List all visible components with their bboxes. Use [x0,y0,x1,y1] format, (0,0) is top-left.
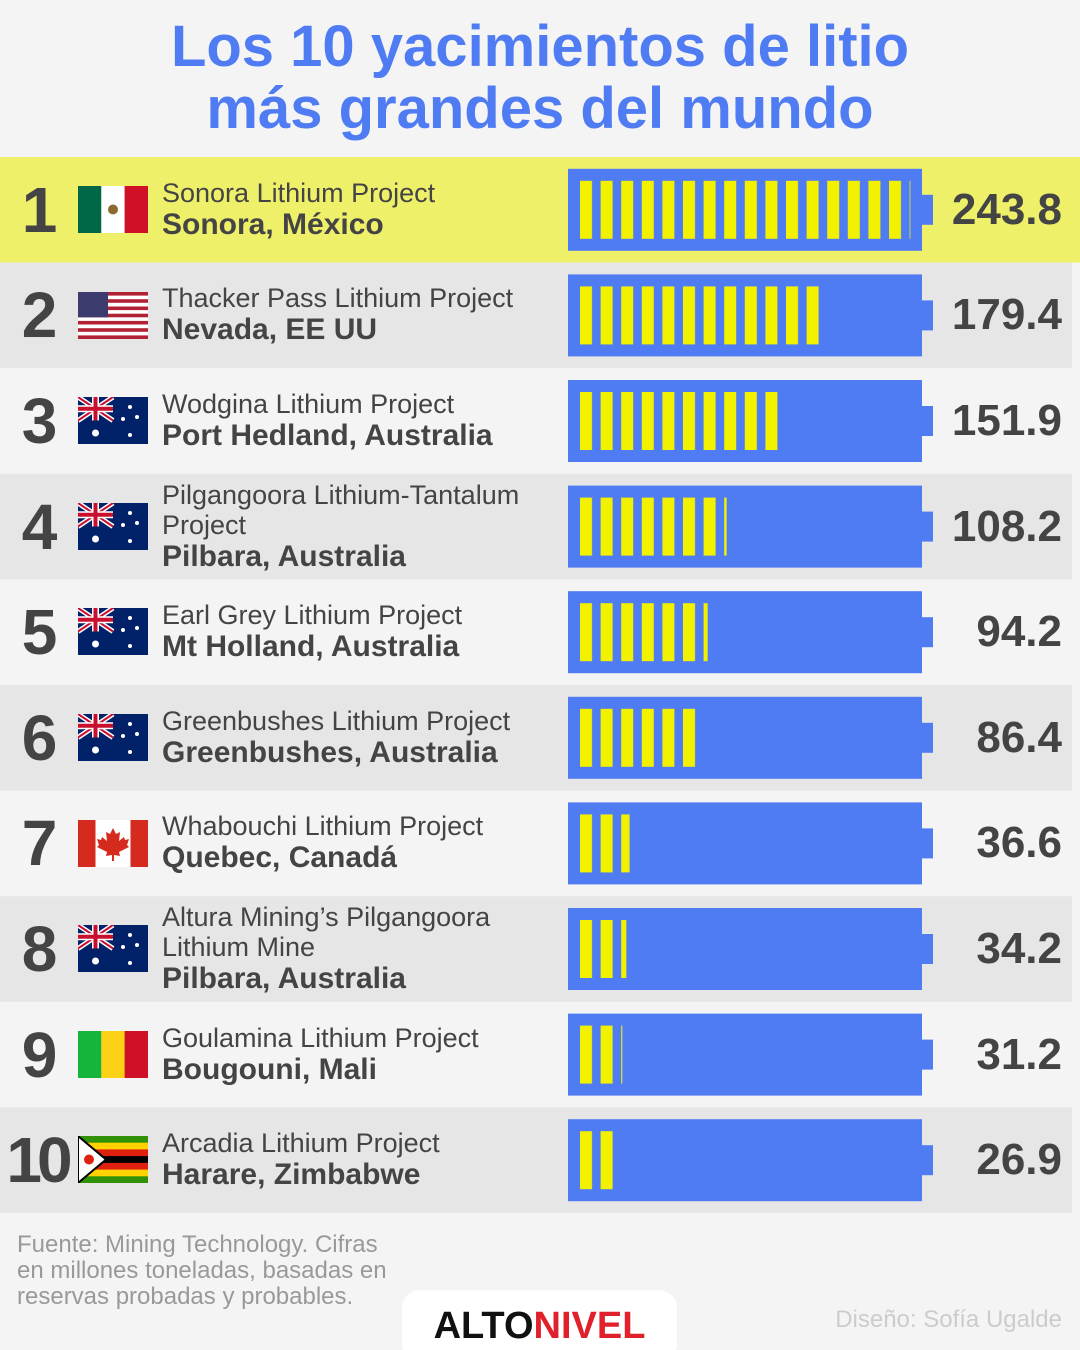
row-info: Sonora Lithium Project Sonora, México [162,157,562,263]
battery-tip [921,300,933,331]
bar [580,1025,623,1084]
flag [78,292,148,339]
logo: ALTO NIVEL [402,1290,677,1350]
rank: 2 [21,279,58,352]
value-label: 26.9 [976,1135,1062,1185]
battery-tip [921,617,933,648]
project-name: Thacker Pass Lithium Project [162,283,514,314]
rank: 1 [21,173,58,246]
battery-tip [921,828,933,859]
battery-body [568,1119,922,1202]
rank: 4 [21,490,58,563]
rank: 6 [21,701,58,774]
bar [580,180,911,239]
logo-part: NIVEL [533,1304,646,1347]
credit: Diseño: Sofía Ugalde [835,1306,1062,1333]
project-name: Arcadia Lithium Project [162,1128,440,1159]
bar [580,392,786,450]
location: Nevada, EE UU [162,313,378,347]
location: Sonora, México [162,207,384,241]
row-info: Pilgangoora Lithium-Tantalum Project Pilb… [162,474,562,580]
battery-tip [921,511,933,542]
source-note: Fuente: Mining Technology. Cifras en mil… [17,1231,387,1310]
project-name: Altura Mining’s Pilgangoora Lithium Mine [162,901,491,962]
flag [78,503,148,550]
flag [78,820,148,867]
project-name: Whabouchi Lithium Project [162,811,484,842]
location: Quebec, Canadá [162,841,398,875]
project-name: Wodgina Lithium Project [162,388,455,419]
bar [580,814,630,873]
project-name: Pilgangoora Lithium-Tantalum Project [162,479,520,540]
bar [580,286,824,345]
project-name: Goulamina Lithium Project [162,1022,479,1053]
row-info: Goulamina Lithium Project Bougouni, Mali [162,1002,562,1108]
battery-tip [921,1039,933,1070]
flag [78,1136,148,1183]
row-info: Earl Grey Lithium Project Mt Holland, Aus… [162,579,562,685]
flag [78,714,148,761]
value-label: 31.2 [976,1029,1062,1079]
location: Pilbara, Australia [162,961,406,995]
project-name: Sonora Lithium Project [162,177,436,208]
row-info: Whabouchi Lithium Project Quebec, Canadá [162,791,562,897]
row-info: Wodgina Lithium Project Port Hedland, Aus… [162,368,562,474]
title-line: más grandes del mundo [206,76,874,141]
project-name: Earl Grey Lithium Project [162,600,463,631]
flag [78,1031,148,1078]
location: Harare, Zimbabwe [162,1158,421,1192]
location: Mt Holland, Australia [162,630,460,664]
rank: 7 [21,807,58,880]
location: Bougouni, Mali [162,1052,377,1086]
flag [78,608,148,655]
value-label: 86.4 [976,712,1062,762]
value-label: 36.6 [976,818,1062,868]
title-line: Los 10 yacimientos de litio [170,14,910,79]
rank: 9 [21,1018,58,1091]
rank: 10 [6,1124,72,1197]
row-info: Arcadia Lithium Project Harare, Zimbabwe [162,1107,562,1213]
battery-tip [921,194,933,225]
flag [78,925,148,972]
bar [580,1131,617,1190]
location: Greenbushes, Australia [162,735,498,769]
bar [580,603,708,662]
value-label: 179.4 [951,290,1062,340]
row-info: Altura Mining’s Pilgangoora Lithium Mine… [162,896,562,1002]
battery-tip [921,934,933,964]
chart-title: Los 10 yacimientos de litio más grandes … [0,16,1080,140]
flag [78,397,148,444]
bar [580,708,698,767]
location: Pilbara, Australia [162,539,406,573]
battery-body [568,908,922,990]
battery-body [568,1013,922,1096]
value-label: 34.2 [976,923,1062,973]
battery-tip [921,406,933,436]
project-name: Greenbushes Lithium Project [162,705,511,736]
rank: 5 [21,596,58,669]
battery-tip [921,1145,933,1176]
logo-part: ALTO [433,1304,534,1347]
value-label: 94.2 [976,607,1062,657]
battery-tip [921,722,933,753]
value-label: 243.8 [951,184,1062,234]
rank: 3 [21,384,58,457]
bar [580,497,727,556]
rank: 8 [21,912,58,985]
row-info: Thacker Pass Lithium Project Nevada, EE U… [162,263,562,369]
value-label: 151.9 [951,395,1062,445]
row-info: Greenbushes Lithium Project Greenbushes, … [162,685,562,791]
location: Port Hedland, Australia [162,418,493,452]
bar [580,920,627,978]
value-label: 108.2 [951,501,1062,551]
flag [78,186,148,233]
